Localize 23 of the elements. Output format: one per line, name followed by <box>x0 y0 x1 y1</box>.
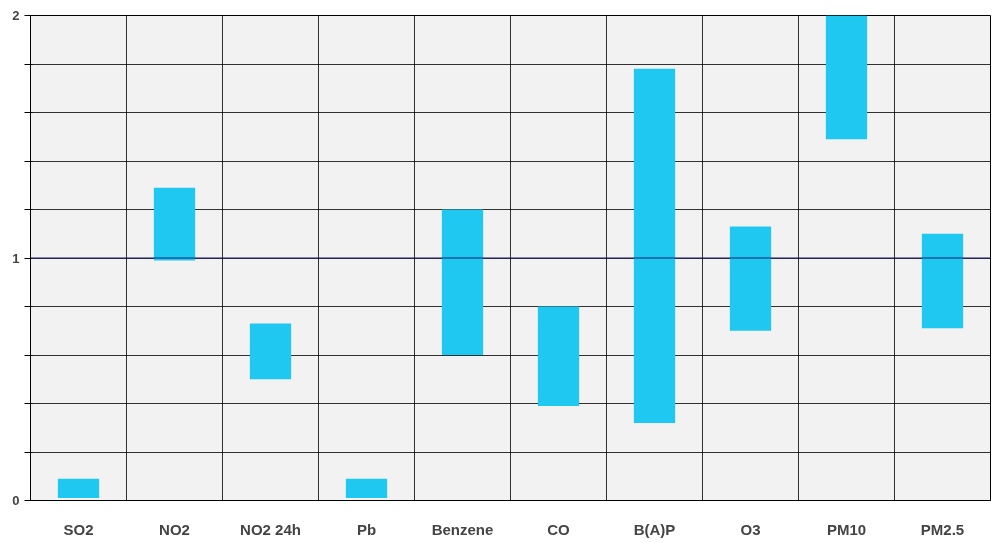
x-tick-label: PM2.5 <box>920 520 965 538</box>
y-tick-label: 2 <box>12 8 20 23</box>
bar <box>345 478 388 499</box>
bar <box>153 187 196 261</box>
x-tick-label: Benzene <box>431 520 494 538</box>
x-tick-label: NO2 24h <box>240 520 301 538</box>
x-tick-label: SO2 <box>63 520 94 538</box>
bar <box>729 226 772 331</box>
bar <box>537 306 580 406</box>
bar <box>633 68 676 423</box>
x-tick-label: PM10 <box>826 520 867 538</box>
y-tick-label: 1 <box>12 250 20 266</box>
bar <box>441 209 484 355</box>
x-tick-label: CO <box>547 520 571 538</box>
x-tick-label: NO2 <box>159 520 190 538</box>
bar <box>825 15 868 140</box>
bar <box>921 233 964 329</box>
x-tick-label: B(A)P <box>633 520 676 538</box>
x-tick-label: O3 <box>740 520 761 538</box>
x-tick-label: Pb <box>356 520 377 538</box>
bar <box>57 478 100 499</box>
bar <box>249 323 292 380</box>
y-tick-label: 0 <box>12 493 20 508</box>
